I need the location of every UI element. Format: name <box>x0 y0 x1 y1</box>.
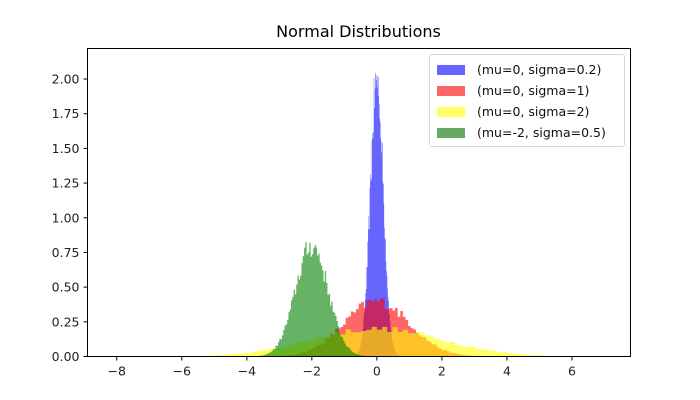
x-tick-label: 2 <box>438 364 446 379</box>
legend-swatch-green <box>437 127 465 138</box>
x-tick-label: −2 <box>303 364 321 379</box>
y-tick-label: 1.25 <box>52 176 80 191</box>
legend-item: (mu=0, sigma=2) <box>430 101 624 122</box>
histogram-series <box>116 72 638 357</box>
y-tick-label: 2.00 <box>52 72 80 87</box>
legend-item: (mu=0, sigma=0.2) <box>430 59 624 80</box>
y-tick-label: 0.50 <box>52 280 80 295</box>
y-tick-label: 0.75 <box>52 245 80 260</box>
legend-label: (mu=0, sigma=2) <box>477 104 590 119</box>
x-axis: −8 −6 −4 −2 0 2 4 6 <box>108 356 576 379</box>
legend-label: (mu=0, sigma=1) <box>477 83 590 98</box>
legend-item: (mu=-2, sigma=0.5) <box>430 122 624 143</box>
x-tick-label: −8 <box>108 364 126 379</box>
x-tick-label: 0 <box>373 364 381 379</box>
histogram-bars <box>350 72 403 357</box>
y-tick-label: 0.00 <box>52 349 80 364</box>
histogram-bars <box>116 326 638 357</box>
legend-swatch-yellow <box>437 106 465 117</box>
x-tick-label: 6 <box>568 364 576 379</box>
x-tick-label: −6 <box>173 364 191 379</box>
x-tick-label: 4 <box>503 364 511 379</box>
legend-item: (mu=0, sigma=1) <box>430 80 624 101</box>
x-tick-label: −4 <box>238 364 256 379</box>
y-tick-label: 0.25 <box>52 314 80 329</box>
y-tick-label: 1.75 <box>52 106 80 121</box>
legend-swatch-blue <box>437 64 465 75</box>
y-tick-label: 1.00 <box>52 210 80 225</box>
histogram-bars <box>246 241 377 357</box>
legend: (mu=0, sigma=0.2) (mu=0, sigma=1) (mu=0,… <box>429 54 625 147</box>
legend-swatch-red <box>437 85 465 96</box>
legend-label: (mu=0, sigma=0.2) <box>477 62 602 77</box>
axes-frame <box>87 48 631 357</box>
chart-title: Normal Distributions <box>276 22 441 41</box>
y-axis: 0.00 0.25 0.50 0.75 1.00 1.25 1.50 1.75 2.00 <box>52 72 88 364</box>
legend-label: (mu=-2, sigma=0.5) <box>477 125 606 140</box>
y-tick-label: 1.50 <box>52 141 80 156</box>
